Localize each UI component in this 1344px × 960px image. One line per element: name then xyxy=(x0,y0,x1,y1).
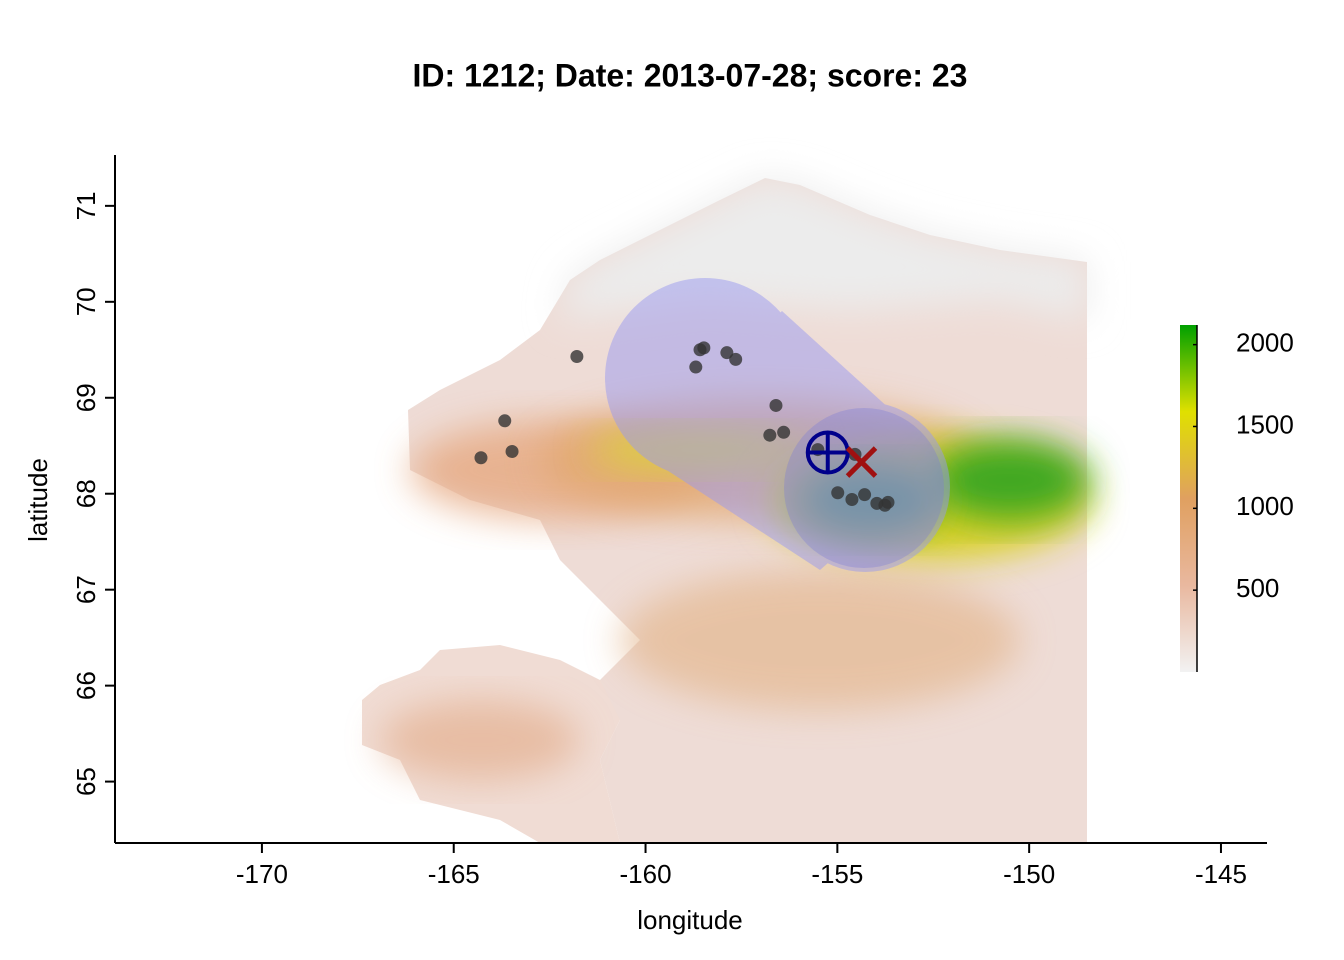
point xyxy=(763,428,777,442)
y-tick-label: 68 xyxy=(71,479,101,508)
colorbar-tick-label: 500 xyxy=(1236,573,1279,603)
y-tick-label: 66 xyxy=(71,671,101,700)
colorbar-tick-label: 1500 xyxy=(1236,409,1294,439)
point xyxy=(474,451,488,465)
y-tick-label: 70 xyxy=(71,287,101,316)
colorbar xyxy=(1180,325,1197,672)
point xyxy=(831,486,845,500)
y-axis-label: latitude xyxy=(23,458,53,542)
y-tick-label: 65 xyxy=(71,767,101,796)
axes xyxy=(114,155,1267,844)
y-tick-label: 69 xyxy=(71,383,101,412)
terrain xyxy=(362,178,1090,843)
x-tick-label: -170 xyxy=(236,859,288,889)
point xyxy=(769,398,783,412)
x-axis-label: longitude xyxy=(637,905,743,935)
uncertainty-region xyxy=(605,278,950,572)
x-tick-label: -160 xyxy=(620,859,672,889)
inner-region xyxy=(784,408,944,568)
x-tick-label: -150 xyxy=(1003,859,1055,889)
point xyxy=(878,498,892,512)
x-tick-label: -165 xyxy=(428,859,480,889)
colorbar-tick-label: 1000 xyxy=(1236,491,1294,521)
point xyxy=(845,492,859,506)
point xyxy=(570,350,584,364)
point xyxy=(720,346,734,360)
marker-crosshair xyxy=(805,430,850,475)
y-tick-label: 67 xyxy=(71,575,101,604)
x-tick-label: -145 xyxy=(1195,859,1247,889)
point xyxy=(697,341,711,355)
y-tick-label: 71 xyxy=(71,191,101,220)
point xyxy=(689,360,703,374)
point xyxy=(777,425,791,439)
x-tick-label: -155 xyxy=(811,859,863,889)
marker-line xyxy=(845,446,878,478)
chart-title: ID: 1212; Date: 2013-07-28; score: 23 xyxy=(413,57,968,93)
point xyxy=(505,445,519,459)
marker-x xyxy=(845,446,878,478)
colorbar-tick-label: 2000 xyxy=(1236,328,1294,358)
point xyxy=(498,414,512,428)
point xyxy=(858,488,872,502)
point xyxy=(729,352,743,366)
